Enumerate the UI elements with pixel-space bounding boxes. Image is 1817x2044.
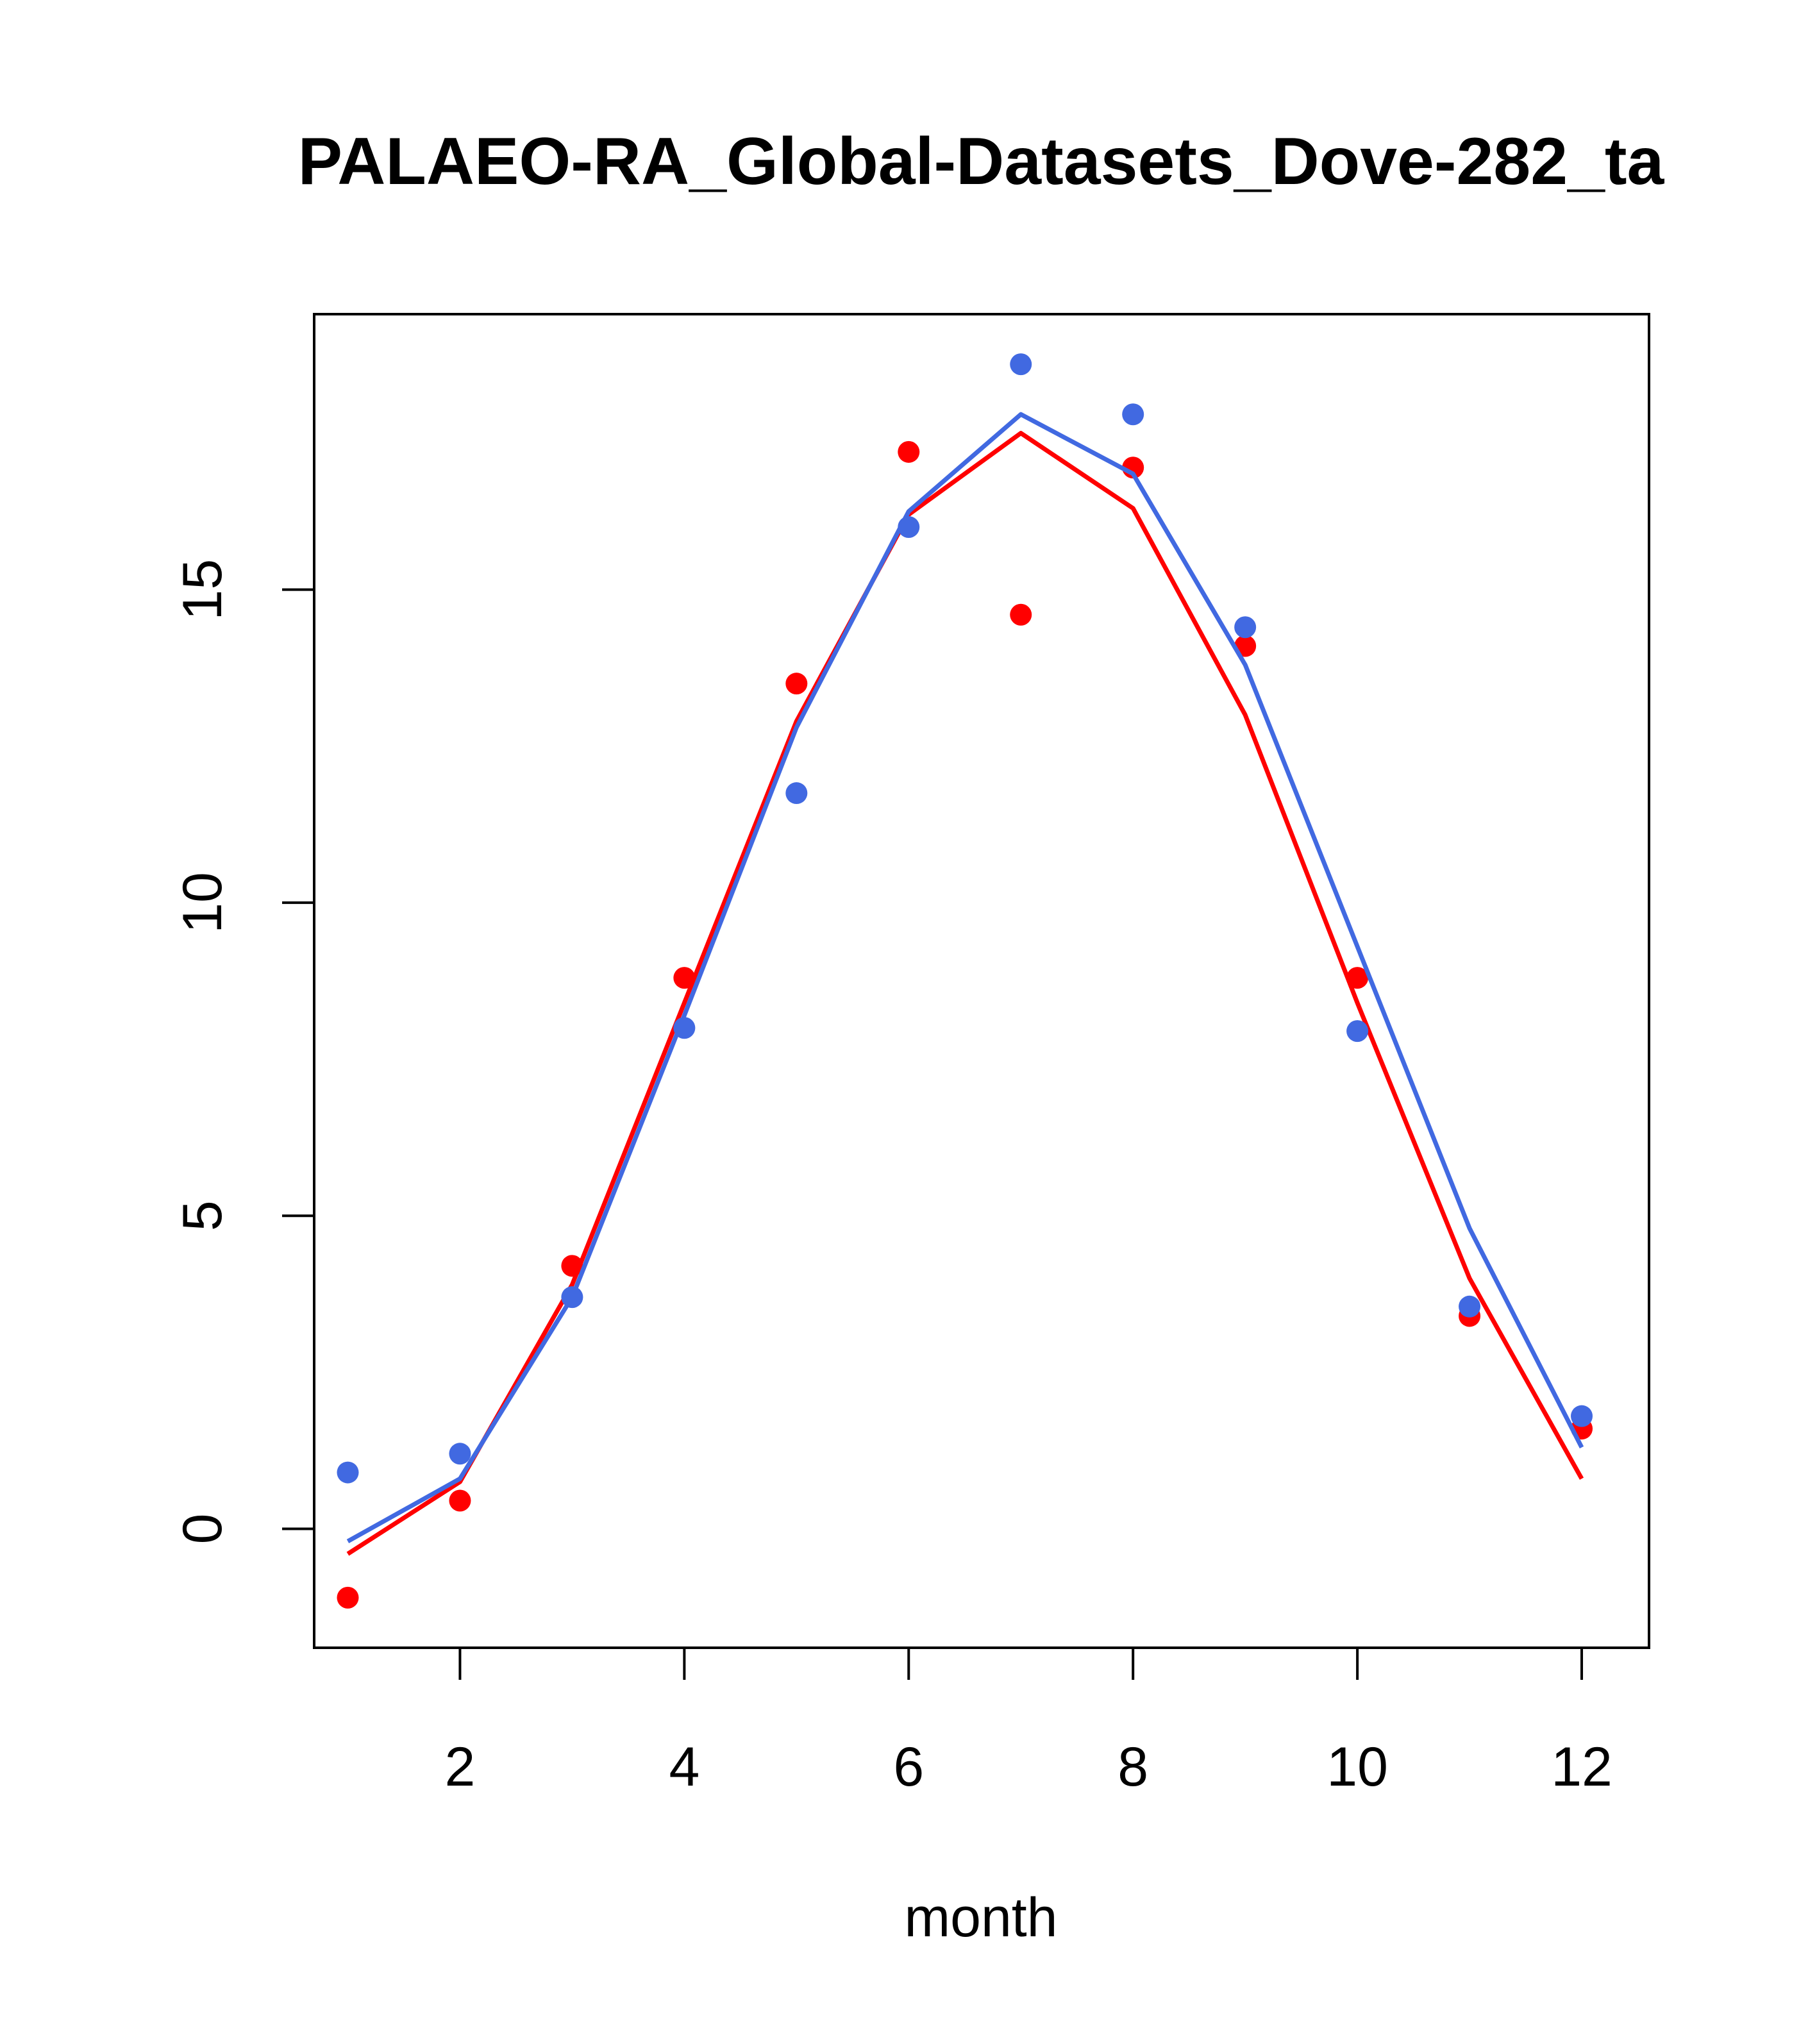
x-axis: 2 4 6 8 10 12 — [445, 1646, 1612, 1798]
data-point — [785, 673, 808, 695]
y-tick-label: 15 — [172, 559, 233, 621]
data-point — [898, 440, 920, 463]
x-tick-label: 8 — [1118, 1736, 1148, 1798]
plot-frame — [313, 313, 1650, 1649]
data-point — [785, 782, 808, 805]
data-point — [561, 1286, 583, 1309]
y-tick-label: 10 — [172, 872, 233, 934]
data-point — [449, 1489, 471, 1512]
x-tick-label: 6 — [893, 1736, 924, 1798]
y-tick-label: 5 — [172, 1200, 233, 1231]
data-point — [673, 967, 696, 989]
data-point — [561, 1255, 583, 1277]
x-tick-label: 2 — [445, 1736, 476, 1798]
chart-title: PALAEO-RA_Global-Datasets_Dove-282_ta — [298, 124, 1665, 199]
data-point — [1459, 1295, 1481, 1318]
series-line — [346, 412, 1584, 1544]
data-point — [1234, 616, 1257, 639]
x-tick-label: 10 — [1327, 1736, 1388, 1798]
data-point — [1010, 603, 1032, 626]
x-tick-label: 4 — [669, 1736, 699, 1798]
data-point — [337, 1586, 359, 1609]
series-line — [346, 431, 1584, 1556]
series-2 — [337, 353, 1593, 1544]
y-axis: 0 5 10 15 — [172, 559, 315, 1545]
series-layer — [337, 353, 1593, 1609]
data-point — [1346, 967, 1369, 989]
data-point — [449, 1443, 471, 1465]
data-point — [1346, 1020, 1369, 1043]
series-1 — [337, 431, 1593, 1609]
data-point — [1571, 1405, 1593, 1427]
data-point — [337, 1461, 359, 1484]
data-point — [1122, 403, 1144, 426]
data-point — [898, 516, 920, 539]
x-tick-label: 12 — [1551, 1736, 1612, 1798]
data-point — [1010, 353, 1032, 376]
x-axis-label: month — [904, 1887, 1057, 1948]
y-tick-label: 0 — [172, 1514, 233, 1545]
data-point — [673, 1017, 696, 1039]
